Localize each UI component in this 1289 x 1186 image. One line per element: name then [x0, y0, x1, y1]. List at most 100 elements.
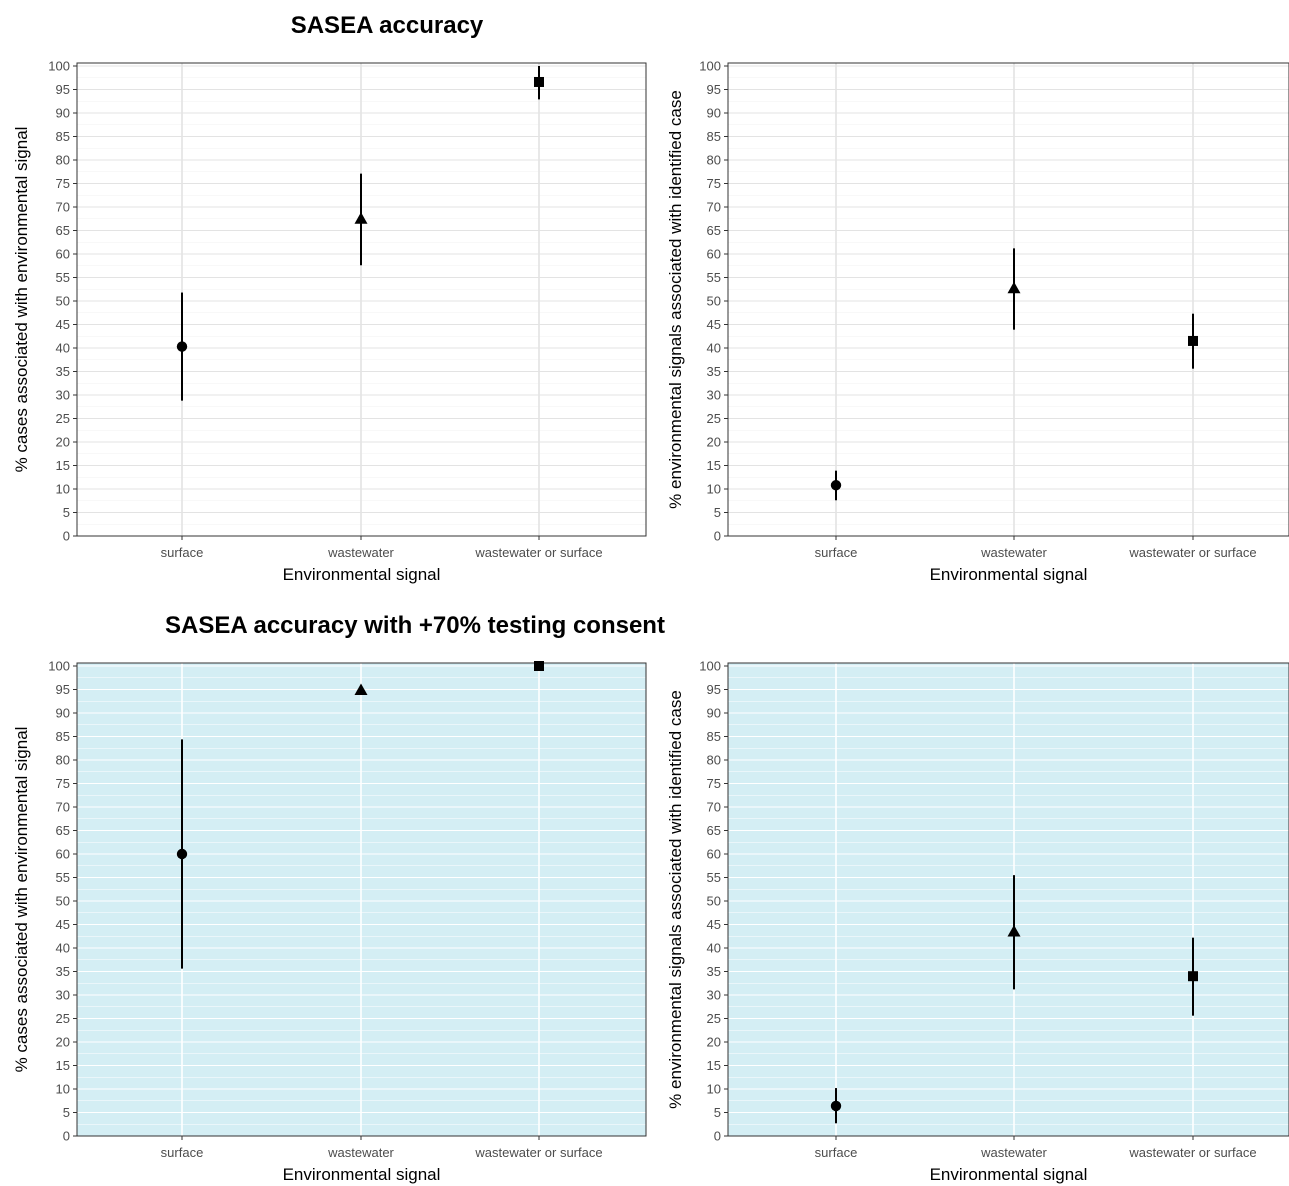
y-tick-label: 0 — [714, 529, 721, 544]
y-tick-label: 0 — [63, 1129, 70, 1144]
y-axis-title: % cases associated with environmental si… — [12, 127, 31, 473]
y-tick-label: 30 — [707, 388, 721, 403]
panel-border — [727, 662, 1289, 1137]
data-point-square — [1188, 335, 1198, 346]
y-tick-label: 10 — [707, 482, 721, 497]
y-tick-label: 70 — [56, 200, 70, 215]
data-point-triangle — [1007, 281, 1021, 294]
y-tick-label: 80 — [56, 153, 70, 168]
y-axis-title: % cases associated with environmental si… — [12, 727, 31, 1073]
plot-background — [728, 63, 1289, 536]
data-point-square — [534, 661, 544, 671]
y-tick-label: 35 — [707, 364, 721, 379]
data-point-triangle — [354, 683, 368, 695]
y-tick-label: 100 — [699, 59, 721, 74]
y-tick-label: 75 — [56, 776, 70, 791]
y-tick-label: 75 — [56, 176, 70, 191]
y-tick-label: 5 — [63, 1105, 70, 1120]
x-tick-label: surface — [161, 545, 204, 560]
panel-signals-top: 0 5 10 15 20 25 30 35 40 45 50 55 60 65 70 75 80 85 90 95 10… — [666, 59, 1289, 584]
y-tick-label: 95 — [56, 82, 70, 97]
x-tick-label: wastewater or surface — [474, 545, 602, 560]
y-tick-label: 10 — [707, 1082, 721, 1097]
y-tick-label: 60 — [56, 247, 70, 262]
y-tick-label: 65 — [56, 223, 70, 238]
x-tick-label: wastewater or surface — [474, 1145, 602, 1160]
y-tick-label: 40 — [707, 941, 721, 956]
y-tick-label: 65 — [56, 823, 70, 838]
y-tick-label: 5 — [714, 1105, 721, 1120]
y-tick-label: 70 — [707, 200, 721, 215]
y-tick-label: 80 — [707, 753, 721, 768]
y-tick-label: 40 — [56, 341, 70, 356]
y-tick-label: 55 — [707, 870, 721, 885]
y-tick-label: 35 — [707, 964, 721, 979]
data-point-circle — [176, 341, 188, 352]
section-title-bottom: SASEA accuracy with +70% testing consent — [165, 612, 665, 639]
y-tick-label: 60 — [56, 847, 70, 862]
x-tick-label: surface — [815, 545, 858, 560]
y-tick-label: 0 — [714, 1129, 721, 1144]
y-tick-label: 55 — [56, 870, 70, 885]
x-axis-title: Environmental signal — [283, 1165, 441, 1184]
y-tick-label: 90 — [707, 706, 721, 721]
section-title-top: SASEA accuracy — [291, 12, 484, 39]
y-tick-label: 15 — [56, 458, 70, 473]
y-tick-label: 20 — [707, 435, 721, 450]
y-tick-label: 5 — [63, 505, 70, 520]
panel-signals-bottom: 0 5 10 15 20 25 30 35 40 45 50 55 60 65 70 75 80 85 90 95 10… — [666, 659, 1289, 1184]
x-tick-label: wastewater or surface — [1128, 1145, 1256, 1160]
y-tick-label: 0 — [63, 529, 70, 544]
y-tick-label: 25 — [707, 411, 721, 426]
y-tick-label: 45 — [56, 317, 70, 332]
plot-background — [728, 663, 1289, 1136]
y-tick-label: 100 — [48, 59, 70, 74]
y-tick-label: 35 — [56, 964, 70, 979]
y-tick-label: 100 — [699, 659, 721, 674]
y-tick-label: 50 — [56, 894, 70, 909]
y-tick-label: 30 — [56, 388, 70, 403]
y-tick-label: 20 — [56, 1035, 70, 1050]
x-axis-title: Environmental signal — [930, 1165, 1088, 1184]
x-axis-title: Environmental signal — [283, 565, 441, 584]
y-tick-label: 15 — [707, 458, 721, 473]
x-tick-label: surface — [161, 1145, 204, 1160]
y-tick-label: 90 — [707, 106, 721, 121]
y-tick-label: 10 — [56, 1082, 70, 1097]
panel-cases-bottom: 0 5 10 15 20 25 30 35 40 45 50 55 60 65 70 75 80 85 90 95 10… — [12, 659, 647, 1184]
y-tick-label: 25 — [56, 411, 70, 426]
x-tick-label: wastewater — [327, 1145, 394, 1160]
y-tick-label: 30 — [56, 988, 70, 1003]
x-tick-label: wastewater — [980, 1145, 1047, 1160]
data-point-triangle — [354, 212, 368, 224]
y-tick-label: 70 — [56, 800, 70, 815]
y-tick-label: 50 — [707, 894, 721, 909]
y-tick-label: 90 — [56, 706, 70, 721]
y-tick-label: 30 — [707, 988, 721, 1003]
y-tick-label: 65 — [707, 223, 721, 238]
y-axis-title: % environmental signals associated with … — [666, 690, 685, 1109]
y-tick-label: 85 — [56, 129, 70, 144]
y-tick-label: 15 — [707, 1058, 721, 1073]
data-point-circle — [176, 848, 188, 860]
y-tick-label: 50 — [56, 294, 70, 309]
y-tick-label: 70 — [707, 800, 721, 815]
y-tick-label: 95 — [707, 682, 721, 697]
data-point-triangle — [1007, 925, 1021, 937]
y-tick-label: 80 — [707, 153, 721, 168]
y-tick-label: 75 — [707, 776, 721, 791]
y-tick-label: 5 — [714, 505, 721, 520]
data-point-square — [1188, 971, 1198, 982]
y-tick-label: 20 — [707, 1035, 721, 1050]
y-tick-label: 10 — [56, 482, 70, 497]
data-point-circle — [830, 1100, 842, 1112]
x-tick-label: wastewater — [327, 545, 394, 560]
y-tick-label: 20 — [56, 435, 70, 450]
y-tick-label: 65 — [707, 823, 721, 838]
y-tick-label: 35 — [56, 364, 70, 379]
x-tick-label: surface — [815, 1145, 858, 1160]
y-tick-label: 95 — [707, 82, 721, 97]
y-tick-label: 15 — [56, 1058, 70, 1073]
x-axis-title: Environmental signal — [930, 565, 1088, 584]
y-tick-label: 50 — [707, 294, 721, 309]
